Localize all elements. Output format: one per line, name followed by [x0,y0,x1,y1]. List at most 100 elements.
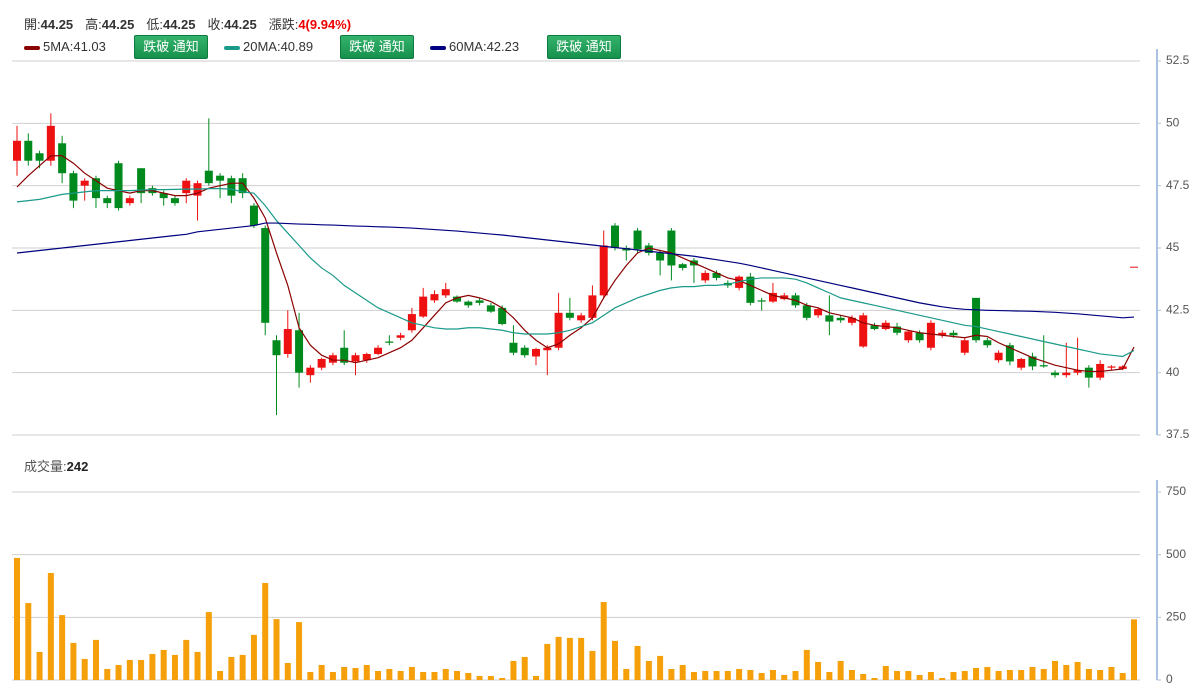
candle-body [441,289,450,296]
candle-body [746,276,755,303]
bar [14,557,20,680]
bar [984,666,991,680]
bar [758,672,765,680]
candle-body [656,252,665,261]
bar [544,643,551,680]
bar [657,655,664,680]
candle-body [69,173,78,201]
bar [589,650,596,680]
bar [160,649,167,680]
y-tick-label: 37.5 [1166,427,1190,441]
candle-body [261,228,270,323]
candle-body [396,335,405,338]
y-tick-label: 750 [1166,484,1186,498]
candle-body [532,348,541,357]
bar [329,671,336,680]
bar [431,671,438,680]
legend-swatch [430,45,446,50]
candle-body [283,329,292,354]
bar [1108,666,1115,680]
candle-body [1062,372,1071,376]
bar [183,639,190,680]
chart-title: 成交量:242 [24,459,88,474]
bar [115,664,122,680]
candle-body [588,295,597,318]
bar [149,653,156,680]
bar [724,670,731,680]
candle-body [610,225,619,248]
candle-body [926,322,935,348]
bar [927,671,934,680]
bar [92,639,99,680]
candle-body [554,312,563,348]
bar [747,669,754,680]
candle-body [960,340,969,353]
bar [961,670,968,680]
bar [792,670,799,680]
candle-body [170,198,179,204]
candle-body [216,175,225,181]
bar [194,651,201,680]
bar [1097,669,1104,680]
candle-body [983,340,992,346]
candle-body [498,307,507,325]
bar [205,612,212,680]
bar [702,670,709,680]
candle-body [227,178,236,196]
candle-body [633,230,642,250]
legend-swatch [24,45,40,50]
candle-body [249,205,258,226]
alert-button[interactable]: 跌破 通知 [340,35,414,59]
bar [803,649,810,680]
candle-body [915,332,924,341]
bar [533,675,540,680]
bar [781,674,788,680]
candle-body [306,367,315,376]
candle-body [24,140,33,161]
candle-body [295,330,304,373]
candle-body [1107,366,1116,368]
bar [905,670,912,680]
candle-body [678,264,687,268]
candle-body [1017,358,1026,368]
candle-body [1051,372,1060,376]
bar [499,677,506,680]
bar [70,642,77,680]
bar [47,572,54,680]
chart-title-text: 成交量: [24,459,67,474]
candle-body [543,347,552,351]
bar [578,637,585,680]
bar [138,659,145,680]
legend-label: 60MA:42.23 [449,39,520,54]
candle-body [1084,367,1093,378]
bar [600,602,607,680]
y-tick-label: 50 [1166,116,1180,130]
legend-item: 5MA:41.03 [24,35,106,59]
candle-body [520,347,529,356]
candle-body [328,355,337,363]
candle-body [565,312,574,318]
bar [1063,664,1070,680]
alert-button[interactable]: 跌破 通知 [134,35,208,59]
bar [408,666,415,680]
bar [634,645,641,680]
bar [950,671,957,680]
y-tick-label: 40 [1166,365,1180,379]
candle-body [768,292,777,302]
candle-body [204,170,213,184]
candle-body [509,342,518,353]
candle-body [374,347,383,354]
bar [296,622,303,680]
bar [352,667,359,680]
bar [250,634,257,680]
candle-body [385,341,394,343]
alert-button[interactable]: 跌破 通知 [547,35,621,59]
bar [1018,669,1025,680]
candle-body [893,326,902,333]
bar [1052,660,1059,680]
legend-label: 20MA:40.89 [243,39,314,54]
bar [713,670,720,680]
quote-label: 收: [207,17,225,32]
